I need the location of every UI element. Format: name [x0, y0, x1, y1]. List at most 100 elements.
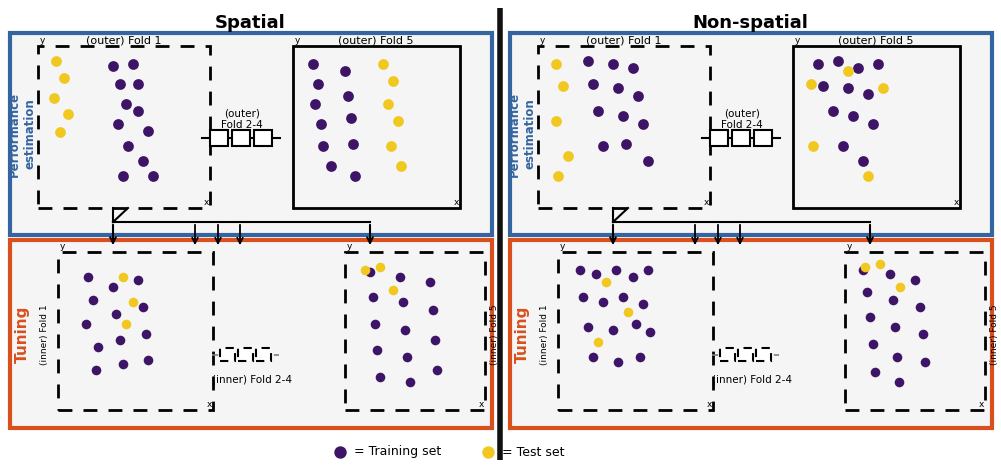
Text: (outer)
Fold 2-4: (outer) Fold 2-4	[221, 108, 263, 129]
Bar	[510, 33, 992, 235]
Bar	[293, 46, 460, 208]
Text: y: y	[60, 242, 65, 251]
Point	[870, 60, 886, 68]
Bar	[720, 348, 735, 361]
Point	[307, 100, 323, 108]
Point	[422, 278, 438, 286]
Point	[115, 172, 131, 180]
Point	[590, 338, 606, 346]
Text: (inner) Fold 5: (inner) Fold 5	[490, 305, 499, 365]
Bar	[58, 252, 213, 410]
Point	[642, 328, 658, 336]
Point	[105, 62, 121, 70]
Point	[393, 162, 409, 170]
Point	[332, 448, 348, 456]
Point	[855, 157, 871, 165]
Point	[640, 157, 656, 165]
Bar	[510, 240, 992, 428]
Point	[480, 448, 496, 456]
Text: Non-spatial: Non-spatial	[692, 14, 808, 32]
Point	[375, 60, 391, 68]
Point	[380, 100, 396, 108]
Text: y: y	[295, 36, 300, 45]
Text: x: x	[453, 198, 459, 207]
Point	[310, 80, 326, 88]
Text: = Training set: = Training set	[354, 446, 441, 458]
Point	[815, 82, 831, 90]
Text: x: x	[979, 400, 984, 409]
Point	[867, 368, 883, 376]
Text: (outer) Fold 1: (outer) Fold 1	[86, 35, 162, 45]
Point	[385, 286, 401, 294]
Point	[369, 346, 385, 354]
Text: y: y	[540, 36, 546, 45]
Text: (outer)
Fold 2-4: (outer) Fold 2-4	[721, 108, 763, 129]
Point	[859, 288, 875, 296]
Point	[112, 80, 128, 88]
Point	[357, 266, 373, 274]
Point	[575, 293, 591, 301]
Bar	[558, 252, 713, 410]
Bar	[232, 130, 250, 146]
Point	[605, 326, 621, 334]
Text: x: x	[954, 198, 959, 207]
Point	[860, 172, 876, 180]
Text: x: x	[206, 400, 212, 409]
Point	[337, 67, 353, 75]
Point	[140, 356, 156, 364]
Point	[610, 84, 626, 92]
Point	[105, 283, 121, 291]
Bar	[754, 130, 772, 146]
Bar	[238, 348, 253, 361]
Text: = Test set: = Test set	[502, 446, 565, 458]
Point	[118, 320, 134, 328]
Point	[108, 310, 124, 318]
Point	[889, 353, 905, 361]
Point	[850, 64, 866, 72]
Text: y: y	[560, 242, 566, 251]
Text: Tuning: Tuning	[14, 305, 29, 363]
Point	[805, 142, 821, 150]
Point	[620, 308, 636, 316]
Point	[362, 268, 378, 276]
Point	[46, 94, 62, 102]
Point	[610, 358, 626, 366]
Point	[825, 107, 841, 115]
Point	[305, 60, 321, 68]
Point	[625, 64, 641, 72]
Text: (outer) Fold 5: (outer) Fold 5	[838, 35, 914, 45]
Point	[882, 270, 898, 278]
Point	[845, 112, 861, 120]
Point	[912, 303, 928, 311]
Text: x: x	[203, 198, 209, 207]
Point	[548, 117, 564, 125]
Text: x: x	[707, 400, 712, 409]
Point	[875, 84, 891, 92]
Text: y: y	[347, 242, 352, 251]
Point	[78, 320, 94, 328]
Point	[425, 306, 441, 314]
Point	[130, 80, 146, 88]
Point	[110, 120, 126, 128]
Point	[427, 336, 443, 344]
Point	[635, 120, 651, 128]
Point	[915, 330, 931, 338]
Point	[887, 323, 903, 331]
Text: (inner) Fold 2-4: (inner) Fold 2-4	[712, 374, 792, 384]
Point	[395, 298, 411, 306]
Point	[367, 320, 383, 328]
Point	[399, 353, 415, 361]
Bar	[10, 33, 492, 235]
Point	[615, 293, 631, 301]
Point	[840, 67, 856, 75]
Point	[125, 60, 141, 68]
Text: y: y	[40, 36, 45, 45]
Point	[605, 60, 621, 68]
Point	[340, 92, 356, 100]
Point	[372, 373, 388, 381]
Point	[555, 82, 571, 90]
Point	[860, 90, 876, 98]
Bar	[793, 46, 960, 208]
Point	[145, 172, 161, 180]
Point	[857, 263, 873, 271]
